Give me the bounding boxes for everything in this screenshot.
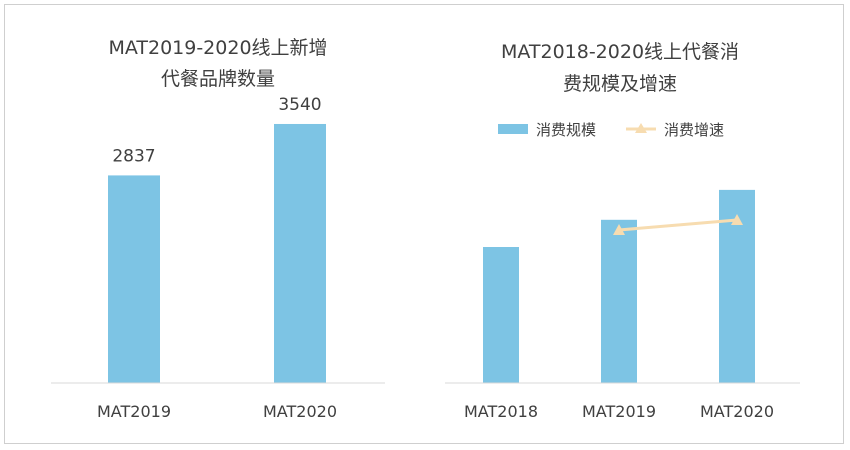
left-x-ticks: MAT2019 MAT2020 xyxy=(97,402,337,421)
growth-line xyxy=(618,218,738,232)
left-bar-MAT2019 xyxy=(108,175,160,383)
growth-point-marker xyxy=(731,214,743,225)
right-bar-MAT2018 xyxy=(483,247,519,383)
chart-right: MAT2018-2020线上代餐消 费规模及增速 消费规模 消费增速 MAT20… xyxy=(445,41,800,421)
right-chart-title-line-1: MAT2018-2020线上代餐消 xyxy=(501,41,739,63)
right-line-series xyxy=(613,214,743,235)
left-x-tick-label: MAT2020 xyxy=(263,402,337,421)
legend-marker-triangle xyxy=(635,123,647,133)
legend-swatch-bar xyxy=(498,124,528,134)
left-bar-value-label: 2837 xyxy=(112,146,155,166)
legend-label-bar: 消费规模 xyxy=(536,121,596,139)
right-x-ticks: MAT2018 MAT2019 MAT2020 xyxy=(464,402,774,421)
right-chart-title-line-2: 费规模及增速 xyxy=(563,73,677,95)
chart-left: MAT2019-2020线上新增 代餐品牌数量 2837 3540 MAT2019… xyxy=(51,37,385,421)
left-chart-title-line-1: MAT2019-2020线上新增 xyxy=(108,37,327,59)
left-bar-value-label: 3540 xyxy=(278,95,321,115)
legend-label-line: 消费增速 xyxy=(664,121,724,139)
right-legend: 消费规模 消费增速 xyxy=(498,121,724,139)
growth-point-marker xyxy=(613,224,625,235)
right-x-tick-label: MAT2018 xyxy=(464,402,538,421)
left-x-tick-label: MAT2019 xyxy=(97,402,171,421)
right-bar-MAT2019 xyxy=(601,219,637,383)
right-bar-group xyxy=(483,189,755,383)
right-x-tick-label: MAT2020 xyxy=(700,402,774,421)
left-bar-MAT2020 xyxy=(274,123,326,383)
left-chart-title-line-2: 代餐品牌数量 xyxy=(161,68,275,90)
right-x-tick-label: MAT2019 xyxy=(582,402,656,421)
left-bar-group: 2837 3540 xyxy=(108,95,326,383)
